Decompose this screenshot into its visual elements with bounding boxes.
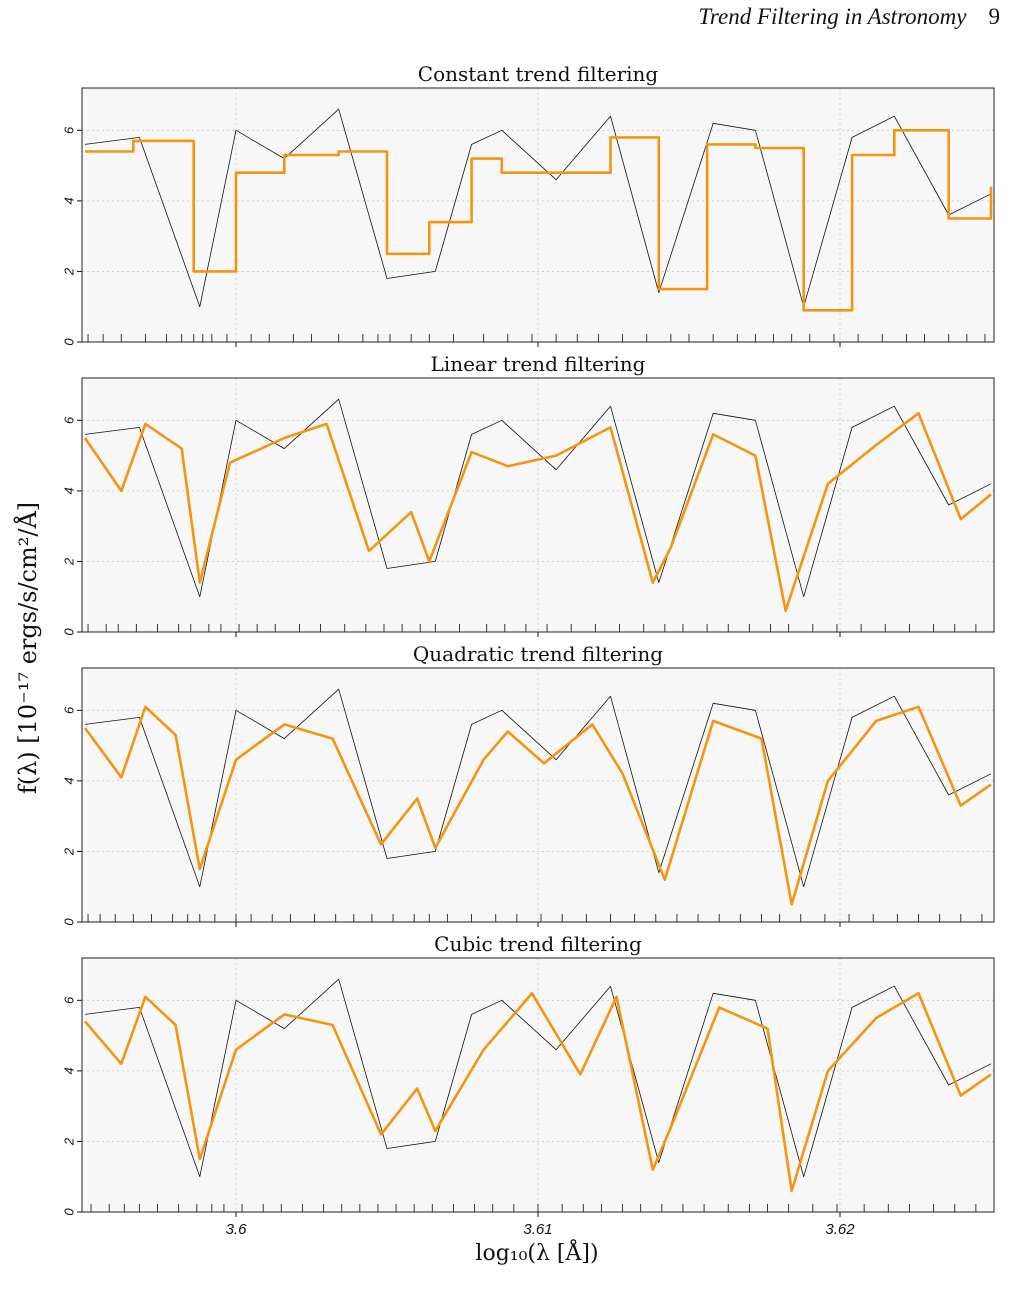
y-tick-label: 2: [61, 557, 76, 566]
panel-title: Cubic trend filtering: [434, 932, 642, 956]
fit-series-line: [85, 129, 993, 312]
panel-title: Linear trend filtering: [431, 352, 646, 376]
y-tick-label: 0: [61, 918, 76, 926]
y-tick-label: 0: [61, 338, 76, 346]
running-head: Trend Filtering in Astronomy 9: [698, 4, 1000, 30]
observed-series-line: [84, 398, 992, 598]
panel-frame: [81, 87, 995, 343]
y-tick-label: 0: [61, 628, 76, 636]
x-tick-label: 3.62: [825, 1221, 855, 1238]
observed-series-line: [84, 688, 992, 888]
page-number: 9: [988, 4, 1001, 29]
y-tick-label: 6: [61, 706, 76, 714]
fit-series-line: [83, 412, 992, 613]
y-tick-label: 4: [61, 1067, 76, 1074]
y-tick-label: 6: [61, 416, 76, 424]
x-axis-label: log₁₀(λ [Å]): [475, 1238, 598, 1266]
y-tick-label: 2: [61, 267, 76, 276]
fit-series-line: [84, 992, 992, 1193]
y-tick-label: 4: [61, 197, 76, 204]
panel-1: Constant trend filtering 0 2 4 6: [61, 62, 995, 347]
y-tick-label: 6: [61, 126, 76, 134]
panel-title: Constant trend filtering: [418, 62, 659, 86]
panel-3: Quadratic trend filtering 0 2 4 6: [61, 642, 995, 927]
panel-title: Quadratic trend filtering: [413, 642, 663, 666]
x-tick-label: 3.61: [523, 1221, 552, 1238]
y-tick-label: 2: [61, 1137, 76, 1146]
observed-series-line: [84, 108, 992, 308]
y-tick-label: 0: [61, 1208, 76, 1216]
panel-2: Linear trend filtering 0 2 4 6: [61, 352, 995, 637]
observed-series-line: [84, 978, 992, 1178]
y-axis-label: f(λ) [10⁻¹⁷ ergs/s/cm²/Å]: [13, 502, 42, 794]
panel-frame: [81, 957, 995, 1213]
y-tick-label: 6: [61, 996, 76, 1004]
y-tick-label: 2: [61, 847, 76, 856]
fit-series-line: [83, 705, 992, 906]
x-tick-label: 3.6: [226, 1221, 248, 1238]
y-tick-label: 4: [61, 777, 76, 784]
running-title: Trend Filtering in Astronomy: [698, 4, 967, 29]
panel-4: Cubic trend filtering 0 2 4 6 3.6 3.61 3.62: [61, 932, 995, 1238]
panel-frame: [81, 377, 995, 633]
y-tick-label: 4: [61, 487, 76, 494]
panel-frame: [81, 667, 995, 923]
